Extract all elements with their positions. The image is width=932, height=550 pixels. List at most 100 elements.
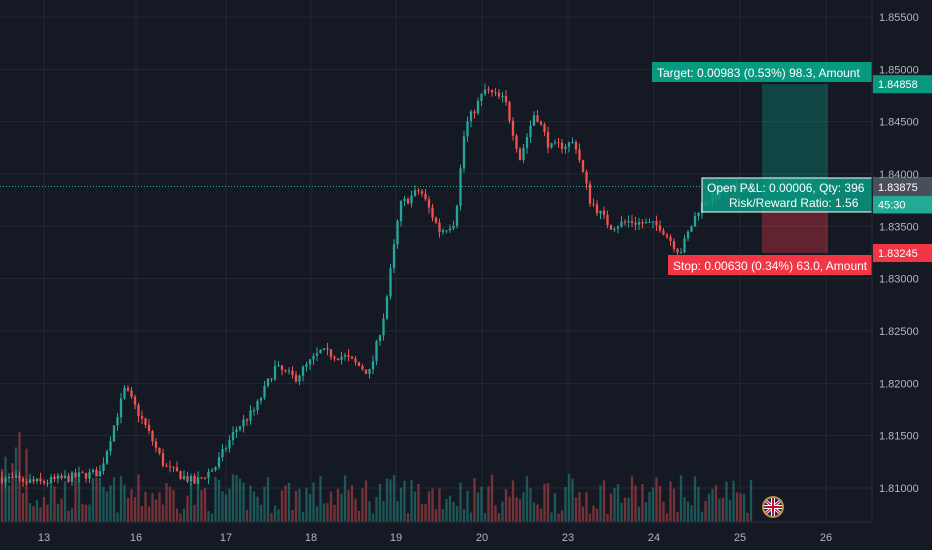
volume-bar bbox=[574, 497, 578, 522]
candle-body bbox=[609, 225, 613, 230]
volume-bar bbox=[728, 500, 732, 522]
candle-body bbox=[665, 234, 669, 237]
time-tick-label: 16 bbox=[130, 532, 142, 544]
volume-bar bbox=[7, 485, 11, 522]
target-label[interactable]: Target: 0.00983 (0.53%) 98.3, Amount bbox=[652, 62, 873, 82]
volume-bar bbox=[641, 484, 644, 522]
candle-body bbox=[67, 475, 70, 482]
stop-label-bg bbox=[668, 255, 873, 275]
volume-bar bbox=[382, 501, 385, 522]
candle-body bbox=[238, 426, 242, 430]
volume-bar bbox=[91, 478, 95, 522]
candle-body bbox=[200, 477, 203, 479]
time-axis-panel[interactable] bbox=[0, 522, 872, 550]
candle-body bbox=[483, 89, 487, 95]
countdown-badge[interactable]: 45:30 bbox=[873, 195, 932, 214]
candle-body bbox=[693, 216, 697, 227]
candle-body bbox=[655, 221, 658, 226]
volume-bar bbox=[665, 513, 669, 522]
candle-body bbox=[18, 475, 21, 479]
volume-bar bbox=[417, 483, 420, 522]
candle-body bbox=[137, 404, 140, 417]
volume-bar bbox=[371, 513, 375, 522]
secondary-price-badge[interactable]: 1.83875 bbox=[873, 178, 932, 197]
volume-bar bbox=[343, 475, 347, 522]
candle-body bbox=[312, 355, 315, 360]
time-axis[interactable]: 13 16 17 18 19 20 23 24 25 26 bbox=[38, 532, 832, 544]
candle-body bbox=[424, 193, 427, 200]
candle-body bbox=[669, 236, 672, 242]
stop-price-badge-text: 1.83245 bbox=[878, 248, 918, 260]
candle-body bbox=[525, 136, 529, 148]
volume-bar bbox=[648, 491, 651, 522]
candle-body bbox=[452, 225, 455, 229]
volume-bar bbox=[350, 484, 354, 522]
volume-bar bbox=[392, 475, 396, 522]
volume-bar bbox=[228, 488, 231, 522]
candle-body bbox=[347, 355, 350, 357]
volume-bar bbox=[721, 497, 725, 522]
volume-bar bbox=[592, 505, 595, 522]
candle-body bbox=[501, 96, 504, 98]
volume-bar bbox=[308, 493, 312, 522]
candle-body bbox=[522, 147, 525, 161]
stop-label[interactable]: Stop: 0.00630 (0.34%) 63.0, Amount bbox=[668, 255, 873, 275]
volume-bar bbox=[735, 492, 739, 522]
candle-body bbox=[648, 222, 651, 224]
volume-bar bbox=[137, 474, 140, 522]
candle-body bbox=[273, 365, 277, 380]
price-axis[interactable]: 1.855001.850001.845001.840001.835001.830… bbox=[879, 12, 919, 495]
candle-body bbox=[172, 466, 175, 468]
candle-body bbox=[284, 370, 287, 372]
candle-body bbox=[595, 204, 599, 214]
overlay-layer: Target: 0.00983 (0.53%) 98.3, Amount Stop… bbox=[0, 62, 874, 275]
target-price-badge[interactable]: 1.84858 bbox=[873, 75, 932, 94]
volume-bar bbox=[508, 496, 511, 522]
volume-bar bbox=[532, 502, 536, 522]
volume-bar bbox=[445, 498, 448, 522]
candle-body bbox=[697, 212, 700, 217]
volume-bar bbox=[585, 492, 588, 522]
volume-bar bbox=[312, 482, 315, 522]
volume-bar bbox=[161, 504, 165, 522]
volume-bar bbox=[504, 489, 508, 522]
volume-bar bbox=[116, 512, 119, 522]
volume-bar bbox=[490, 474, 494, 522]
volume-bar bbox=[102, 486, 105, 522]
candle-body bbox=[627, 221, 630, 223]
volume-bar bbox=[123, 484, 126, 522]
uk-flag-icon[interactable] bbox=[762, 496, 784, 518]
stop-zone[interactable] bbox=[762, 208, 828, 254]
volume-bar bbox=[256, 496, 259, 522]
volume-bar bbox=[581, 506, 585, 522]
candle-body bbox=[210, 470, 214, 472]
candle-body bbox=[676, 248, 679, 253]
candle-body bbox=[280, 365, 284, 371]
price-tick-label: 1.82000 bbox=[879, 378, 919, 390]
volume-bar bbox=[84, 504, 88, 522]
candle-body bbox=[361, 366, 364, 370]
candle-body bbox=[546, 131, 550, 148]
candle-body bbox=[683, 238, 686, 253]
volume-bar bbox=[620, 502, 623, 522]
volume-bar bbox=[326, 502, 329, 522]
stop-price-badge[interactable]: 1.83245 bbox=[873, 244, 932, 263]
candle-body bbox=[4, 477, 7, 483]
volume-bar bbox=[322, 503, 326, 522]
candle-body bbox=[431, 207, 434, 218]
volume-bar bbox=[189, 483, 193, 522]
volume-bar bbox=[151, 493, 154, 522]
candle-body bbox=[448, 228, 452, 231]
volume-bar bbox=[529, 488, 532, 522]
candle-body bbox=[585, 171, 588, 184]
volume-bar bbox=[662, 501, 665, 522]
candle-body bbox=[98, 471, 102, 477]
countdown-badge-bg bbox=[873, 195, 932, 214]
candle-body bbox=[224, 448, 228, 450]
volume-bar bbox=[231, 474, 235, 522]
candle-body bbox=[301, 366, 305, 376]
